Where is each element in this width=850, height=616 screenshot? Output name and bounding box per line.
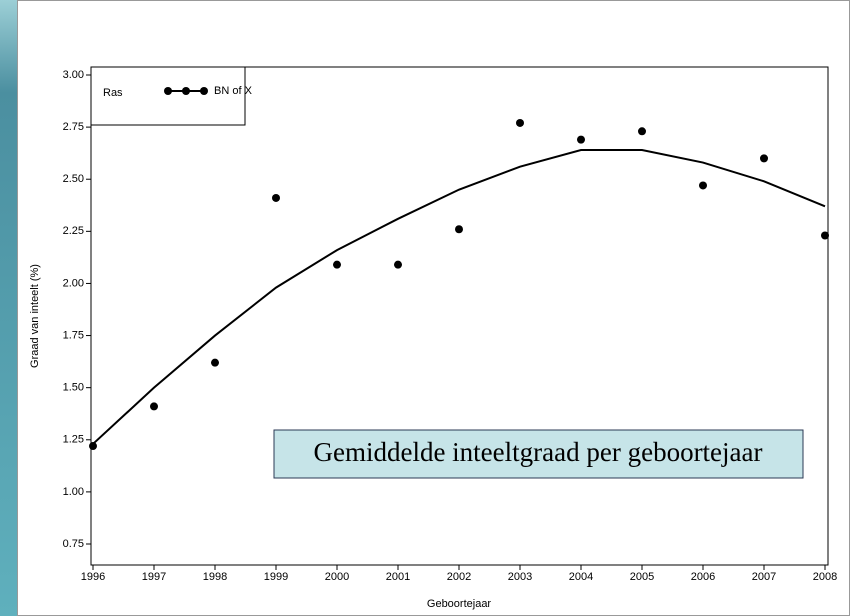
point [638, 127, 646, 135]
x-tick-label: 1996 [81, 571, 105, 583]
y-tick-label: 1.00 [63, 486, 84, 498]
y-tick-label: 1.50 [63, 382, 84, 394]
point [699, 181, 707, 189]
side-strip [0, 0, 17, 616]
x-axis-title: Geboortejaar [427, 598, 492, 610]
legend-label: BN of X [214, 85, 253, 97]
legend-marker [164, 87, 172, 95]
y-tick-label: 2.50 [63, 173, 84, 185]
point [516, 119, 524, 127]
x-tick-label: 1997 [142, 571, 166, 583]
y-axis-title: Graad van inteelt (%) [29, 264, 41, 368]
x-tick-label: 2008 [813, 571, 837, 583]
point [394, 261, 402, 269]
x-tick-label: 2006 [691, 571, 715, 583]
point [821, 232, 829, 240]
point [150, 402, 158, 410]
y-tick-label: 1.75 [63, 329, 84, 341]
x-tick-label: 2005 [630, 571, 654, 583]
x-tick-label: 2001 [386, 571, 410, 583]
point [89, 442, 97, 450]
y-tick-label: 2.25 [63, 225, 84, 237]
y-tick-label: 3.00 [63, 69, 84, 81]
annotation: Gemiddelde inteeltgraad per geboortejaar [313, 437, 762, 467]
point [455, 225, 463, 233]
y-tick-label: 2.75 [63, 121, 84, 133]
y-tick-label: 1.25 [63, 434, 84, 446]
legend-title: Ras [103, 87, 123, 99]
y-tick-label: 2.00 [63, 277, 84, 289]
point [760, 154, 768, 162]
x-tick-label: 2007 [752, 571, 776, 583]
x-tick-label: 2003 [508, 571, 532, 583]
legend-marker [182, 87, 190, 95]
y-tick-label: 0.75 [63, 538, 84, 550]
point [577, 136, 585, 144]
x-tick-label: 2004 [569, 571, 593, 583]
chart: Geboortejaar Graad van inteelt (%) Ras G… [0, 0, 850, 616]
legend-marker [200, 87, 208, 95]
x-tick-label: 2000 [325, 571, 349, 583]
x-tick-label: 2002 [447, 571, 471, 583]
point [211, 359, 219, 367]
x-tick-label: 1999 [264, 571, 288, 583]
point [333, 261, 341, 269]
x-tick-label: 1998 [203, 571, 227, 583]
point [272, 194, 280, 202]
